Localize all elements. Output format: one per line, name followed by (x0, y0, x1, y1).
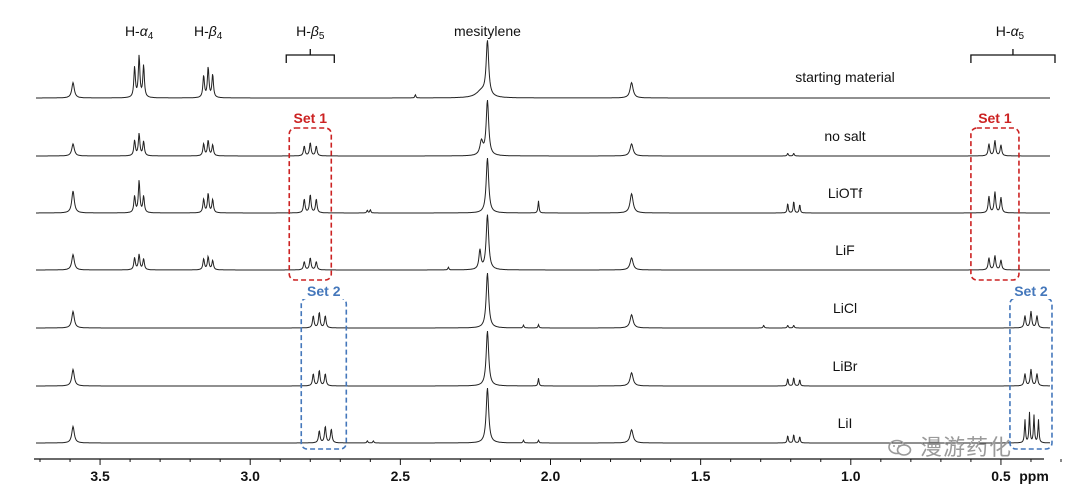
highlight-box (1009, 297, 1053, 450)
peak-bracket (970, 49, 1056, 63)
spectrum-line-licl (36, 273, 1050, 329)
peak-label: H-α5 (996, 23, 1025, 42)
highlight-label-bg (1008, 283, 1053, 299)
peak-bracket (285, 49, 335, 63)
x-tick-label: 2.5 (391, 468, 411, 484)
x-tick-label: 3.0 (240, 468, 260, 484)
watermark-text: 漫游药化 (920, 436, 1013, 461)
highlight-label: Set 1 (294, 110, 328, 126)
highlight-box (970, 127, 1020, 281)
series-label: LiCl (833, 300, 857, 316)
spectrum-line-lif (36, 214, 1050, 271)
series-label: LiBr (833, 358, 858, 374)
x-axis-label: ppm (1019, 468, 1049, 484)
highlight-label: Set 1 (978, 110, 1012, 126)
peak-label: H-α4 (125, 23, 154, 42)
highlight-label-bg (972, 110, 1017, 126)
x-tick-label: 3.5 (90, 468, 110, 484)
peak-label: H-β5 (296, 23, 325, 42)
series-label: LiI (838, 415, 853, 431)
highlight-label: Set 2 (1014, 283, 1048, 299)
series-label: LiF (835, 242, 854, 258)
series-label: no salt (824, 128, 865, 144)
highlight-label: Set 2 (307, 283, 341, 299)
spectrum-line-no-salt (36, 99, 1050, 157)
x-tick-label: 1.0 (841, 468, 861, 484)
highlight-box (300, 297, 348, 450)
spectrum-line-libr (36, 331, 1050, 387)
wechat-icon (888, 438, 912, 456)
series-label: LiOTf (828, 185, 862, 201)
peak-label: mesitylene (454, 23, 521, 39)
x-tick-label: 1.5 (691, 468, 711, 484)
highlight-label-bg (288, 110, 333, 126)
spectrum-line-starting-material (36, 40, 1050, 99)
highlight-label-bg (301, 283, 346, 299)
peak-label: H-β4 (194, 23, 223, 42)
highlight-box (288, 127, 333, 281)
spectrum-line-lii (36, 388, 1051, 444)
x-tick-label: 2.0 (541, 468, 561, 484)
watermark: 漫游药化 (888, 430, 1012, 462)
series-label: starting material (795, 69, 895, 85)
x-tick-label: 0.5 (991, 468, 1011, 484)
spectrum-line-liotf (36, 158, 1050, 214)
